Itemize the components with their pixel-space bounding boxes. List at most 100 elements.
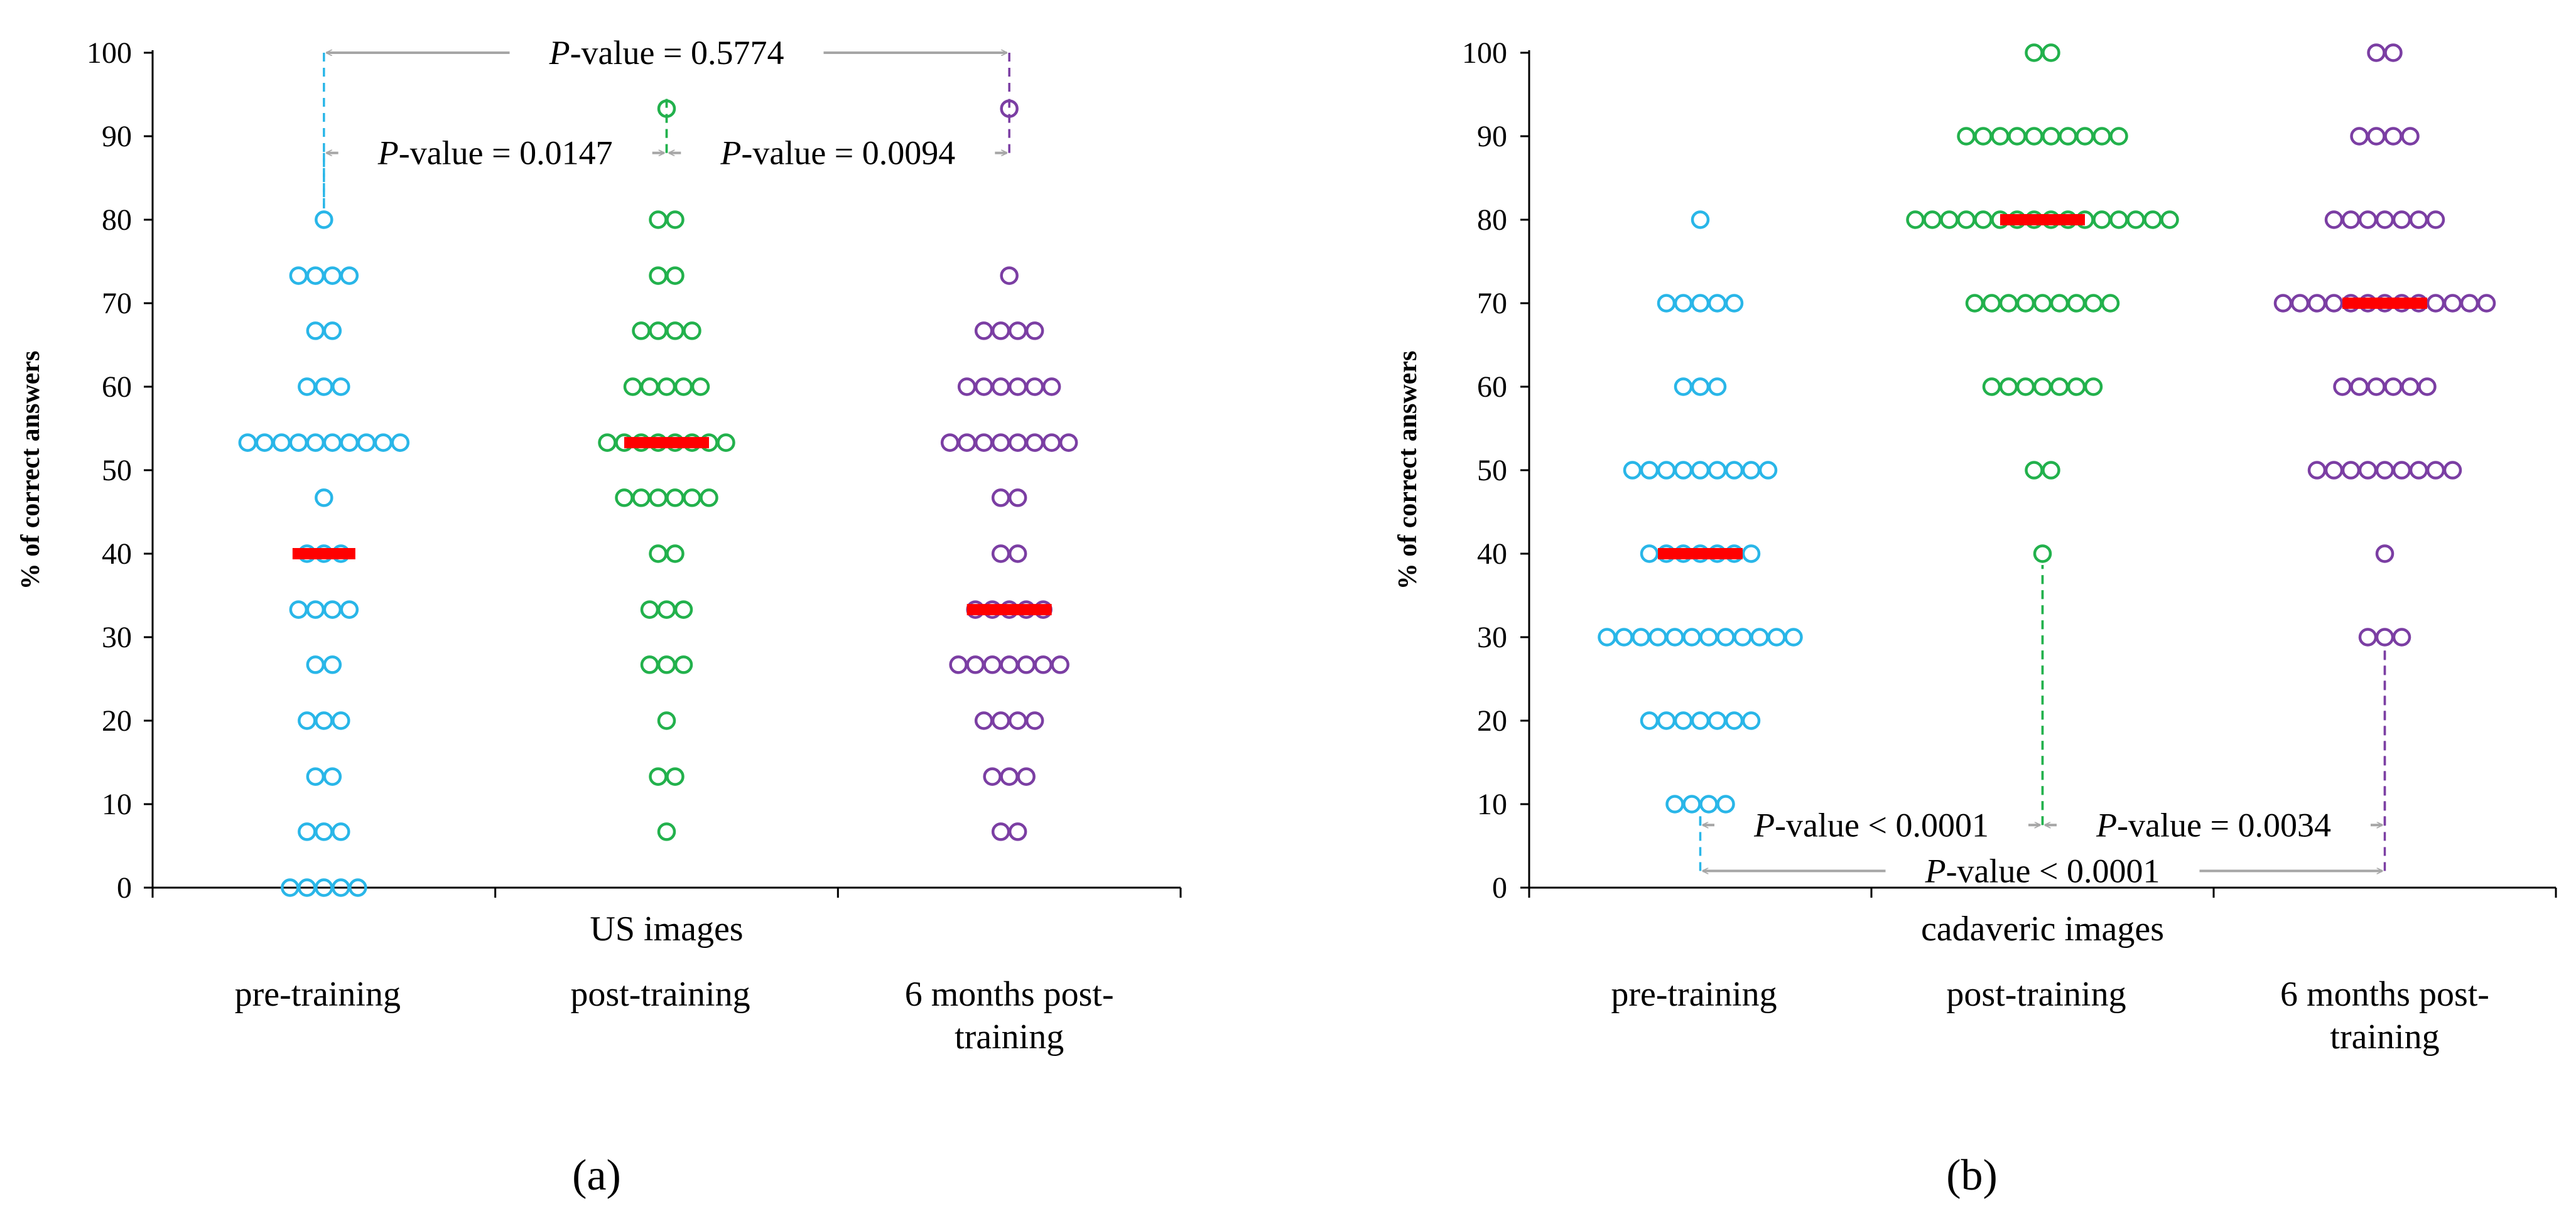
data-point xyxy=(1699,628,1718,647)
data-point xyxy=(2059,127,2077,146)
p-value-label: P-value = 0.0034 xyxy=(2096,806,2331,844)
data-point xyxy=(1674,377,1693,396)
category-label: 6 months post- xyxy=(2280,975,2489,1014)
data-point xyxy=(991,544,1010,563)
data-point xyxy=(1042,433,1061,452)
data-point xyxy=(2392,461,2411,480)
data-point xyxy=(657,711,676,730)
data-point xyxy=(1000,655,1019,674)
data-point xyxy=(632,488,651,507)
data-point xyxy=(1025,377,1044,396)
data-point xyxy=(1674,294,1693,313)
data-point xyxy=(991,711,1010,730)
data-point xyxy=(2143,210,2162,229)
data-point xyxy=(357,433,376,452)
data-point xyxy=(2290,294,2310,313)
data-point xyxy=(2392,628,2411,647)
data-point xyxy=(2084,377,2103,396)
data-point xyxy=(666,767,685,786)
y-tick-label: 0 xyxy=(1492,871,1507,905)
data-point xyxy=(2401,127,2420,146)
data-point xyxy=(974,433,993,452)
panel-b-label: (b) xyxy=(1946,1151,1998,1200)
data-point xyxy=(332,377,350,396)
p-value-label: P-value = 0.0094 xyxy=(720,134,955,172)
data-point xyxy=(2367,43,2386,62)
data-point xyxy=(1025,321,1044,340)
data-point xyxy=(991,822,1010,841)
data-point xyxy=(623,377,642,396)
data-point xyxy=(632,321,651,340)
data-point xyxy=(1691,711,1710,730)
data-point xyxy=(2375,461,2395,480)
panel-a-label: (a) xyxy=(572,1151,621,1200)
data-point xyxy=(598,433,617,452)
data-point xyxy=(1957,210,1976,229)
data-point xyxy=(974,321,993,340)
y-tick-label: 70 xyxy=(1477,287,1507,320)
data-point xyxy=(1699,795,1718,814)
data-point xyxy=(2042,43,2060,62)
data-point xyxy=(991,377,1010,396)
data-point xyxy=(1707,377,1727,396)
data-point xyxy=(700,488,718,507)
data-point xyxy=(1025,433,1044,452)
data-point xyxy=(298,377,317,396)
data-point xyxy=(957,377,977,396)
data-point xyxy=(1657,461,1676,480)
data-point xyxy=(298,711,317,730)
data-point xyxy=(323,266,342,285)
data-point xyxy=(2418,377,2437,396)
y-tick-label: 20 xyxy=(1477,704,1507,738)
data-point xyxy=(949,655,968,674)
data-point xyxy=(2341,461,2361,480)
data-point xyxy=(1640,711,1659,730)
data-point xyxy=(1000,266,1019,285)
data-point xyxy=(657,377,676,396)
data-point xyxy=(1982,377,2001,396)
data-point xyxy=(649,266,668,285)
data-point xyxy=(2426,461,2445,480)
data-point xyxy=(391,433,410,452)
data-point xyxy=(374,433,393,452)
p-value-label: P-value = 0.0147 xyxy=(377,134,613,172)
data-point xyxy=(1940,210,1959,229)
data-point xyxy=(2384,127,2403,146)
data-point xyxy=(2333,377,2352,396)
data-point xyxy=(1716,628,1735,647)
data-point xyxy=(2092,127,2111,146)
data-point xyxy=(666,210,685,229)
data-point xyxy=(2042,127,2060,146)
data-point xyxy=(340,600,359,619)
data-point xyxy=(1741,461,1761,480)
data-point xyxy=(2075,127,2094,146)
data-point xyxy=(666,321,685,340)
data-point xyxy=(940,433,960,452)
data-point xyxy=(649,210,668,229)
data-point xyxy=(306,655,325,674)
data-point xyxy=(1707,461,1727,480)
p-value-label: P-value < 0.0001 xyxy=(1925,852,2160,890)
y-tick-label: 100 xyxy=(1462,36,1507,70)
data-point xyxy=(657,655,676,674)
median-bar xyxy=(1658,548,1743,559)
data-point xyxy=(2443,294,2462,313)
data-point xyxy=(323,655,342,674)
y-tick-label: 60 xyxy=(102,370,132,404)
data-point xyxy=(2033,377,2052,396)
data-point xyxy=(1741,711,1761,730)
data-point xyxy=(306,321,325,340)
data-point xyxy=(2401,377,2420,396)
median-bar xyxy=(2342,298,2427,309)
category-label: training xyxy=(955,1018,1064,1057)
y-tick-label: 80 xyxy=(1477,203,1507,237)
data-point xyxy=(1665,795,1684,814)
data-point xyxy=(323,433,342,452)
data-point xyxy=(1674,711,1693,730)
y-tick-label: 10 xyxy=(1477,788,1507,821)
data-point xyxy=(2067,294,2086,313)
data-point xyxy=(1008,321,1027,340)
data-point xyxy=(2358,628,2378,647)
data-point xyxy=(666,544,685,563)
